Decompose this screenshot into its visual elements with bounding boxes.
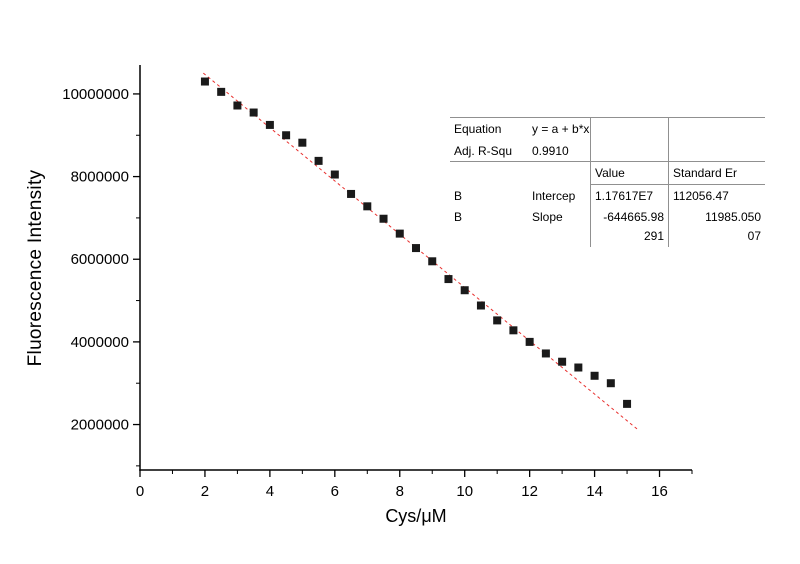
x-tick-label: 4 [266,483,274,500]
data-point [347,189,356,198]
data-point [233,101,242,110]
data-point [330,170,339,179]
y-tick-label: 2000000 [71,417,129,434]
data-point [444,275,453,284]
data-point [460,286,469,295]
data-point [412,244,420,253]
y-tick-label: 8000000 [71,169,129,186]
data-point [314,156,323,165]
data-point [265,120,274,129]
fit-table-spacer [668,118,765,140]
fit-table-spacer [668,139,765,163]
x-tick-label: 6 [331,483,339,500]
data-point [476,301,485,310]
data-point [493,316,502,325]
fit-line [203,72,639,431]
data-point [217,87,226,96]
y-tick-label: 10000000 [62,86,129,103]
y-tick-label: 4000000 [71,334,129,351]
fit-table-equation-value: y = a + b*x [532,122,590,136]
data-point [282,131,291,140]
data-point [509,326,518,335]
fit-table-row-param: Intercep [532,188,576,203]
x-axis-title: Cys/μM [385,506,447,526]
data-point [623,399,632,408]
data-point [558,357,567,366]
data-point [574,363,583,372]
x-tick-label: 8 [396,483,404,500]
data-point [395,229,404,238]
fit-table-rsq-label: Adj. R-Squ [450,140,528,163]
fit-table-row-dataset: B [454,188,463,203]
data-point [606,379,615,388]
data-point [590,371,599,380]
fit-table-intercept-value: 1.17617E7 [590,184,668,207]
data-point [525,337,534,346]
fit-table-spacer [450,162,528,185]
fit-table-slope-stderr: 11985.050 07 [668,206,765,247]
fit-table-spacer [528,162,590,185]
x-tick-label: 14 [586,483,603,500]
data-point [428,257,437,266]
fit-table-col-stderr: Standard Er [668,162,765,185]
data-point [200,77,209,86]
y-axis-title: Fluorescence Intensity [25,169,46,367]
x-tick-label: 0 [136,483,144,500]
x-tick-label: 16 [651,483,668,500]
fit-table-rsq-value: 0.9910 [528,140,590,163]
fit-table-equation-label: Equation [454,122,502,136]
fit-table-spacer [590,139,668,163]
fit-table-col-value: Value [590,162,668,185]
fit-results-table: Equation y = a + b*x Adj. R-Squ 0.9910 V… [450,117,765,247]
x-tick-label: 12 [521,483,538,500]
data-point [249,108,258,117]
fit-table-row-param: Slope [532,210,563,225]
x-tick-label: 10 [456,483,473,500]
x-tick-label: 2 [201,483,209,500]
data-point [363,202,372,211]
fit-table-spacer [590,118,668,140]
fit-table-row-dataset: B [454,210,463,225]
data-point [541,349,550,358]
y-tick-label: 6000000 [71,251,129,268]
data-point [379,214,388,223]
data-point [298,138,307,147]
fit-table-slope-value: -644665.98 291 [590,206,668,247]
fit-table-intercept-stderr: 112056.47 [668,184,765,207]
